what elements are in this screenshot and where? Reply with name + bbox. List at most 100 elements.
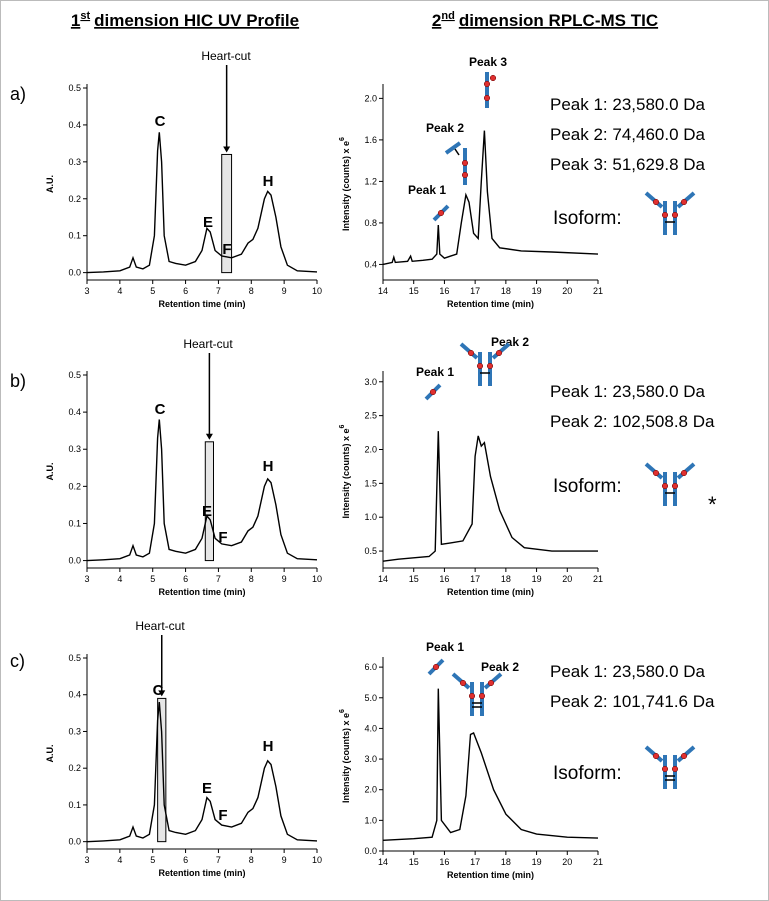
y-tick-label: 3.0 xyxy=(364,377,377,387)
x-axis-title: Retention time (min) xyxy=(159,587,246,597)
x-tick-label: 4 xyxy=(117,855,122,865)
annotation: Peak 1 xyxy=(408,183,446,197)
x-tick-label: 8 xyxy=(249,574,254,584)
x-tick-label: 7 xyxy=(216,574,221,584)
icon-bond xyxy=(454,148,460,156)
x-tick-label: 17 xyxy=(470,286,480,296)
y-tick-label: 0.3 xyxy=(68,444,81,454)
x-tick-label: 3 xyxy=(84,855,89,865)
annotation: F xyxy=(218,529,227,546)
x-tick-label: 14 xyxy=(378,286,388,296)
y-tick-label: 5.0 xyxy=(364,693,377,703)
note: * xyxy=(708,492,717,517)
y-axis-title-text: Intensity (counts) x e xyxy=(341,713,351,803)
y-tick-label: 0.0 xyxy=(68,268,81,278)
y-tick-label: 0.2 xyxy=(68,194,81,204)
y-tick-label: 6.0 xyxy=(364,662,377,672)
header-text: dimension RPLC-MS TIC xyxy=(459,11,658,30)
y-tick-label: 0.5 xyxy=(68,83,81,93)
annotation: H xyxy=(263,738,274,755)
y-tick-label: 1.5 xyxy=(364,478,377,488)
icon-glycan xyxy=(671,482,679,490)
trace xyxy=(86,702,318,843)
x-tick-label: 7 xyxy=(216,286,221,296)
y-tick-label: 1.6 xyxy=(364,135,377,145)
header-number: 2 xyxy=(432,11,441,30)
x-tick-label: 6 xyxy=(183,855,188,865)
x-tick-label: 20 xyxy=(562,286,572,296)
x-tick-label: 19 xyxy=(532,286,542,296)
y-axis-title-sup: 6 xyxy=(339,137,346,141)
y-tick-label: 2.0 xyxy=(364,93,377,103)
x-axis-title: Retention time (min) xyxy=(447,870,534,880)
annotation: Peak 1 xyxy=(416,365,454,379)
x-tick-label: 6 xyxy=(183,574,188,584)
x-tick-label: 18 xyxy=(501,574,511,584)
header-text: dimension HIC UV Profile xyxy=(94,11,299,30)
icon-glycan xyxy=(661,211,669,219)
icon-glycan xyxy=(468,692,476,700)
x-tick-label: 19 xyxy=(532,857,542,867)
annotation: Heart-cut xyxy=(183,337,233,351)
y-tick-label: 0.5 xyxy=(68,370,81,380)
mass-label: Peak 1: 23,580.0 Da xyxy=(550,382,706,401)
mass-label: Peak 1: 23,580.0 Da xyxy=(550,95,706,114)
icon-glycan xyxy=(680,198,688,206)
x-tick-label: 10 xyxy=(312,286,322,296)
x-tick-label: 4 xyxy=(117,286,122,296)
x-tick-label: 15 xyxy=(409,574,419,584)
mass-label: Peak 2: 102,508.8 Da xyxy=(550,412,715,431)
arrow-head xyxy=(158,690,166,697)
x-tick-label: 9 xyxy=(282,855,287,865)
y-axis-title-text: Intensity (counts) x e xyxy=(341,141,351,231)
y-tick-label: 0.5 xyxy=(364,546,377,556)
y-tick-label: 0.3 xyxy=(68,157,81,167)
x-tick-label: 5 xyxy=(150,286,155,296)
isoform-label: Isoform: xyxy=(553,763,622,784)
y-tick-label: 1.2 xyxy=(364,176,377,186)
annotation: E xyxy=(202,780,212,797)
y-tick-label: 2.0 xyxy=(364,785,377,795)
y-tick-label: 0.1 xyxy=(68,231,81,241)
icon-glycan xyxy=(661,482,669,490)
column-header: 2nd dimension RPLC-MS TIC xyxy=(432,10,658,30)
y-tick-label: 0.4 xyxy=(68,690,81,700)
x-tick-label: 4 xyxy=(117,574,122,584)
y-axis-title-sup: 6 xyxy=(339,709,346,713)
annotation: Peak 2 xyxy=(426,121,464,135)
column-header: 1st dimension HIC UV Profile xyxy=(71,10,299,30)
annotation: Heart-cut xyxy=(135,619,185,633)
icon-glycan xyxy=(671,211,679,219)
icon-glycan xyxy=(671,765,679,773)
x-tick-label: 18 xyxy=(501,857,511,867)
heart-cut-box xyxy=(221,153,233,274)
y-axis-title: Intensity (counts) x e6 xyxy=(339,709,351,803)
trace xyxy=(382,130,599,266)
x-tick-label: 10 xyxy=(312,855,322,865)
y-tick-label: 4.0 xyxy=(364,723,377,733)
icon-chain xyxy=(444,141,462,155)
x-tick-label: 21 xyxy=(593,857,603,867)
x-tick-label: 3 xyxy=(84,286,89,296)
trace xyxy=(86,419,318,562)
x-tick-label: 15 xyxy=(409,286,419,296)
y-tick-label: 0.4 xyxy=(68,120,81,130)
panel-label: b) xyxy=(10,371,26,391)
y-tick-label: 0.2 xyxy=(68,763,81,773)
mass-label: Peak 3: 51,629.8 Da xyxy=(550,155,706,174)
icon-glycan xyxy=(459,679,467,687)
y-tick-label: 0.1 xyxy=(68,518,81,528)
y-tick-label: 0.4 xyxy=(68,407,81,417)
x-tick-label: 10 xyxy=(312,574,322,584)
icon-glycan xyxy=(432,663,440,671)
y-tick-label: 1.0 xyxy=(364,815,377,825)
y-axis-title: A.U. xyxy=(45,463,55,481)
icon-glycan xyxy=(483,94,491,102)
x-axis-title: Retention time (min) xyxy=(159,299,246,309)
panel-label: c) xyxy=(10,651,25,671)
icon-glycan xyxy=(661,765,669,773)
icon-glycan xyxy=(652,469,660,477)
y-axis-title-text: A.U. xyxy=(45,175,55,193)
